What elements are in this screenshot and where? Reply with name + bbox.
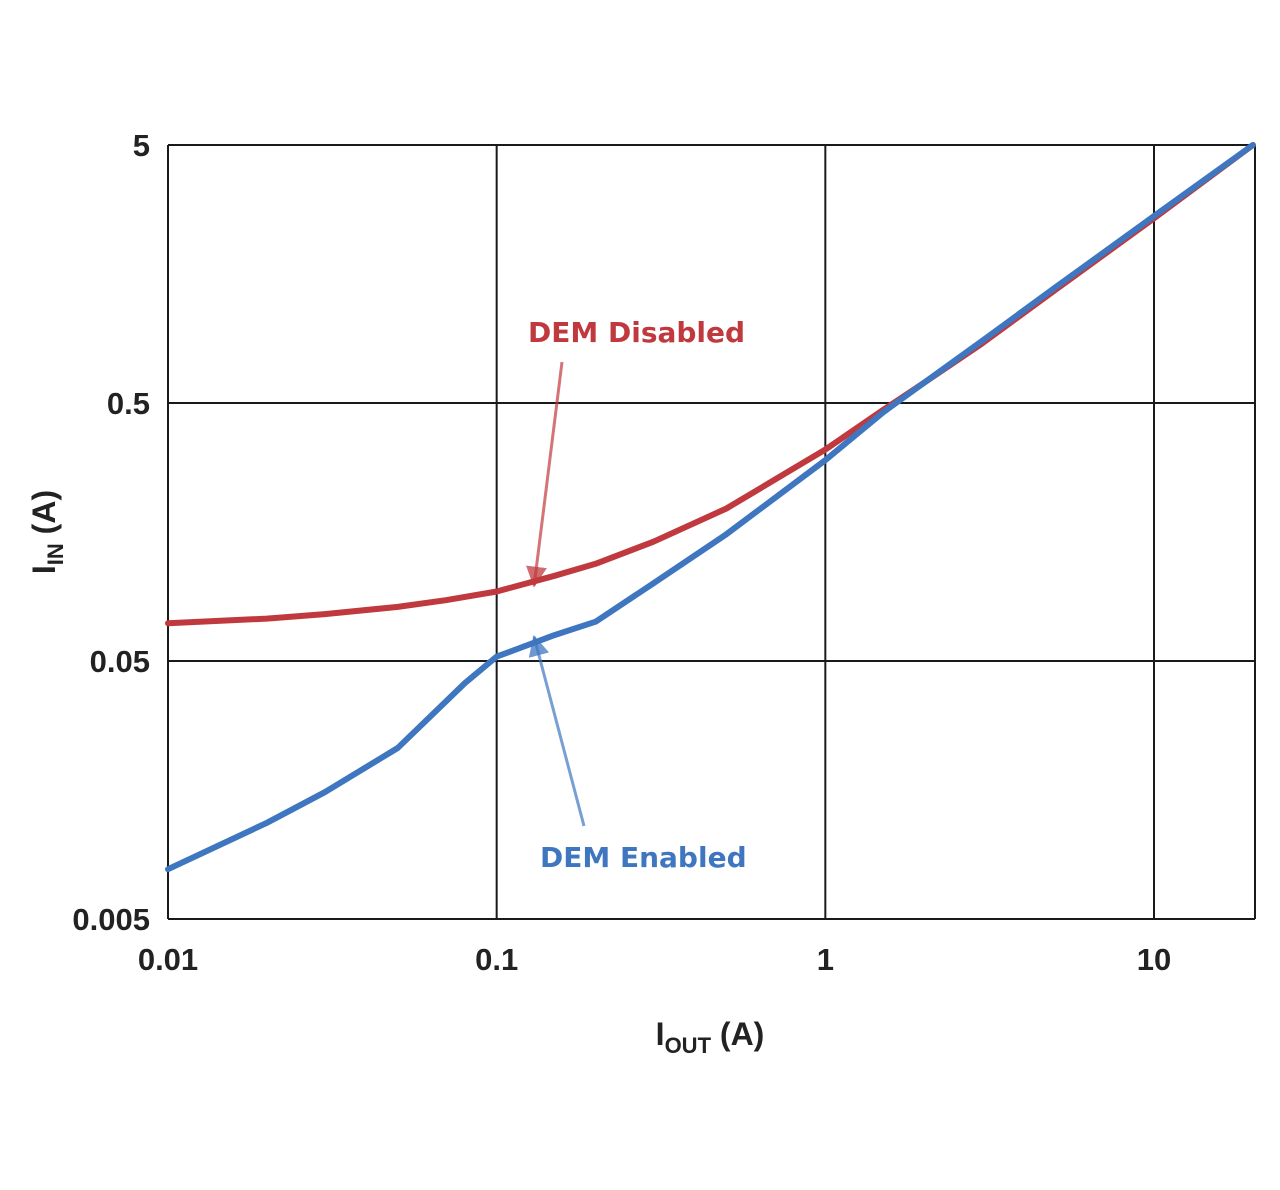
grid-lines (167, 144, 1256, 920)
annotation-label-0: DEM Disabled (528, 316, 745, 349)
x-tick-label-0: 0.01 (138, 942, 198, 977)
series-line-dem-enabled (165, 142, 1256, 873)
annotation-label-1: DEM Enabled (540, 841, 747, 874)
y-tick-label-3: 5 (133, 128, 150, 163)
y-tick-label-1: 0.05 (90, 644, 150, 679)
y-tick-label-2: 0.5 (107, 386, 150, 421)
y-axis-label: IIN (A) (26, 490, 68, 574)
x-tick-label-3: 10 (1137, 942, 1171, 977)
y-tick-label-0: 0.005 (72, 902, 150, 937)
x-axis-label: IOUT (A) (656, 1016, 765, 1058)
annotations: DEM Disabled DEM Enabled (526, 316, 747, 874)
x-tick-label-1: 0.1 (475, 942, 518, 977)
series-lines (165, 142, 1256, 873)
tick-labels: 0.01 0.1 1 10 0.005 0.05 0.5 5 (72, 128, 1171, 977)
x-tick-label-2: 1 (817, 942, 834, 977)
annotation-arrow-disabled (526, 361, 564, 588)
annotation-arrow-enabled (528, 634, 586, 827)
